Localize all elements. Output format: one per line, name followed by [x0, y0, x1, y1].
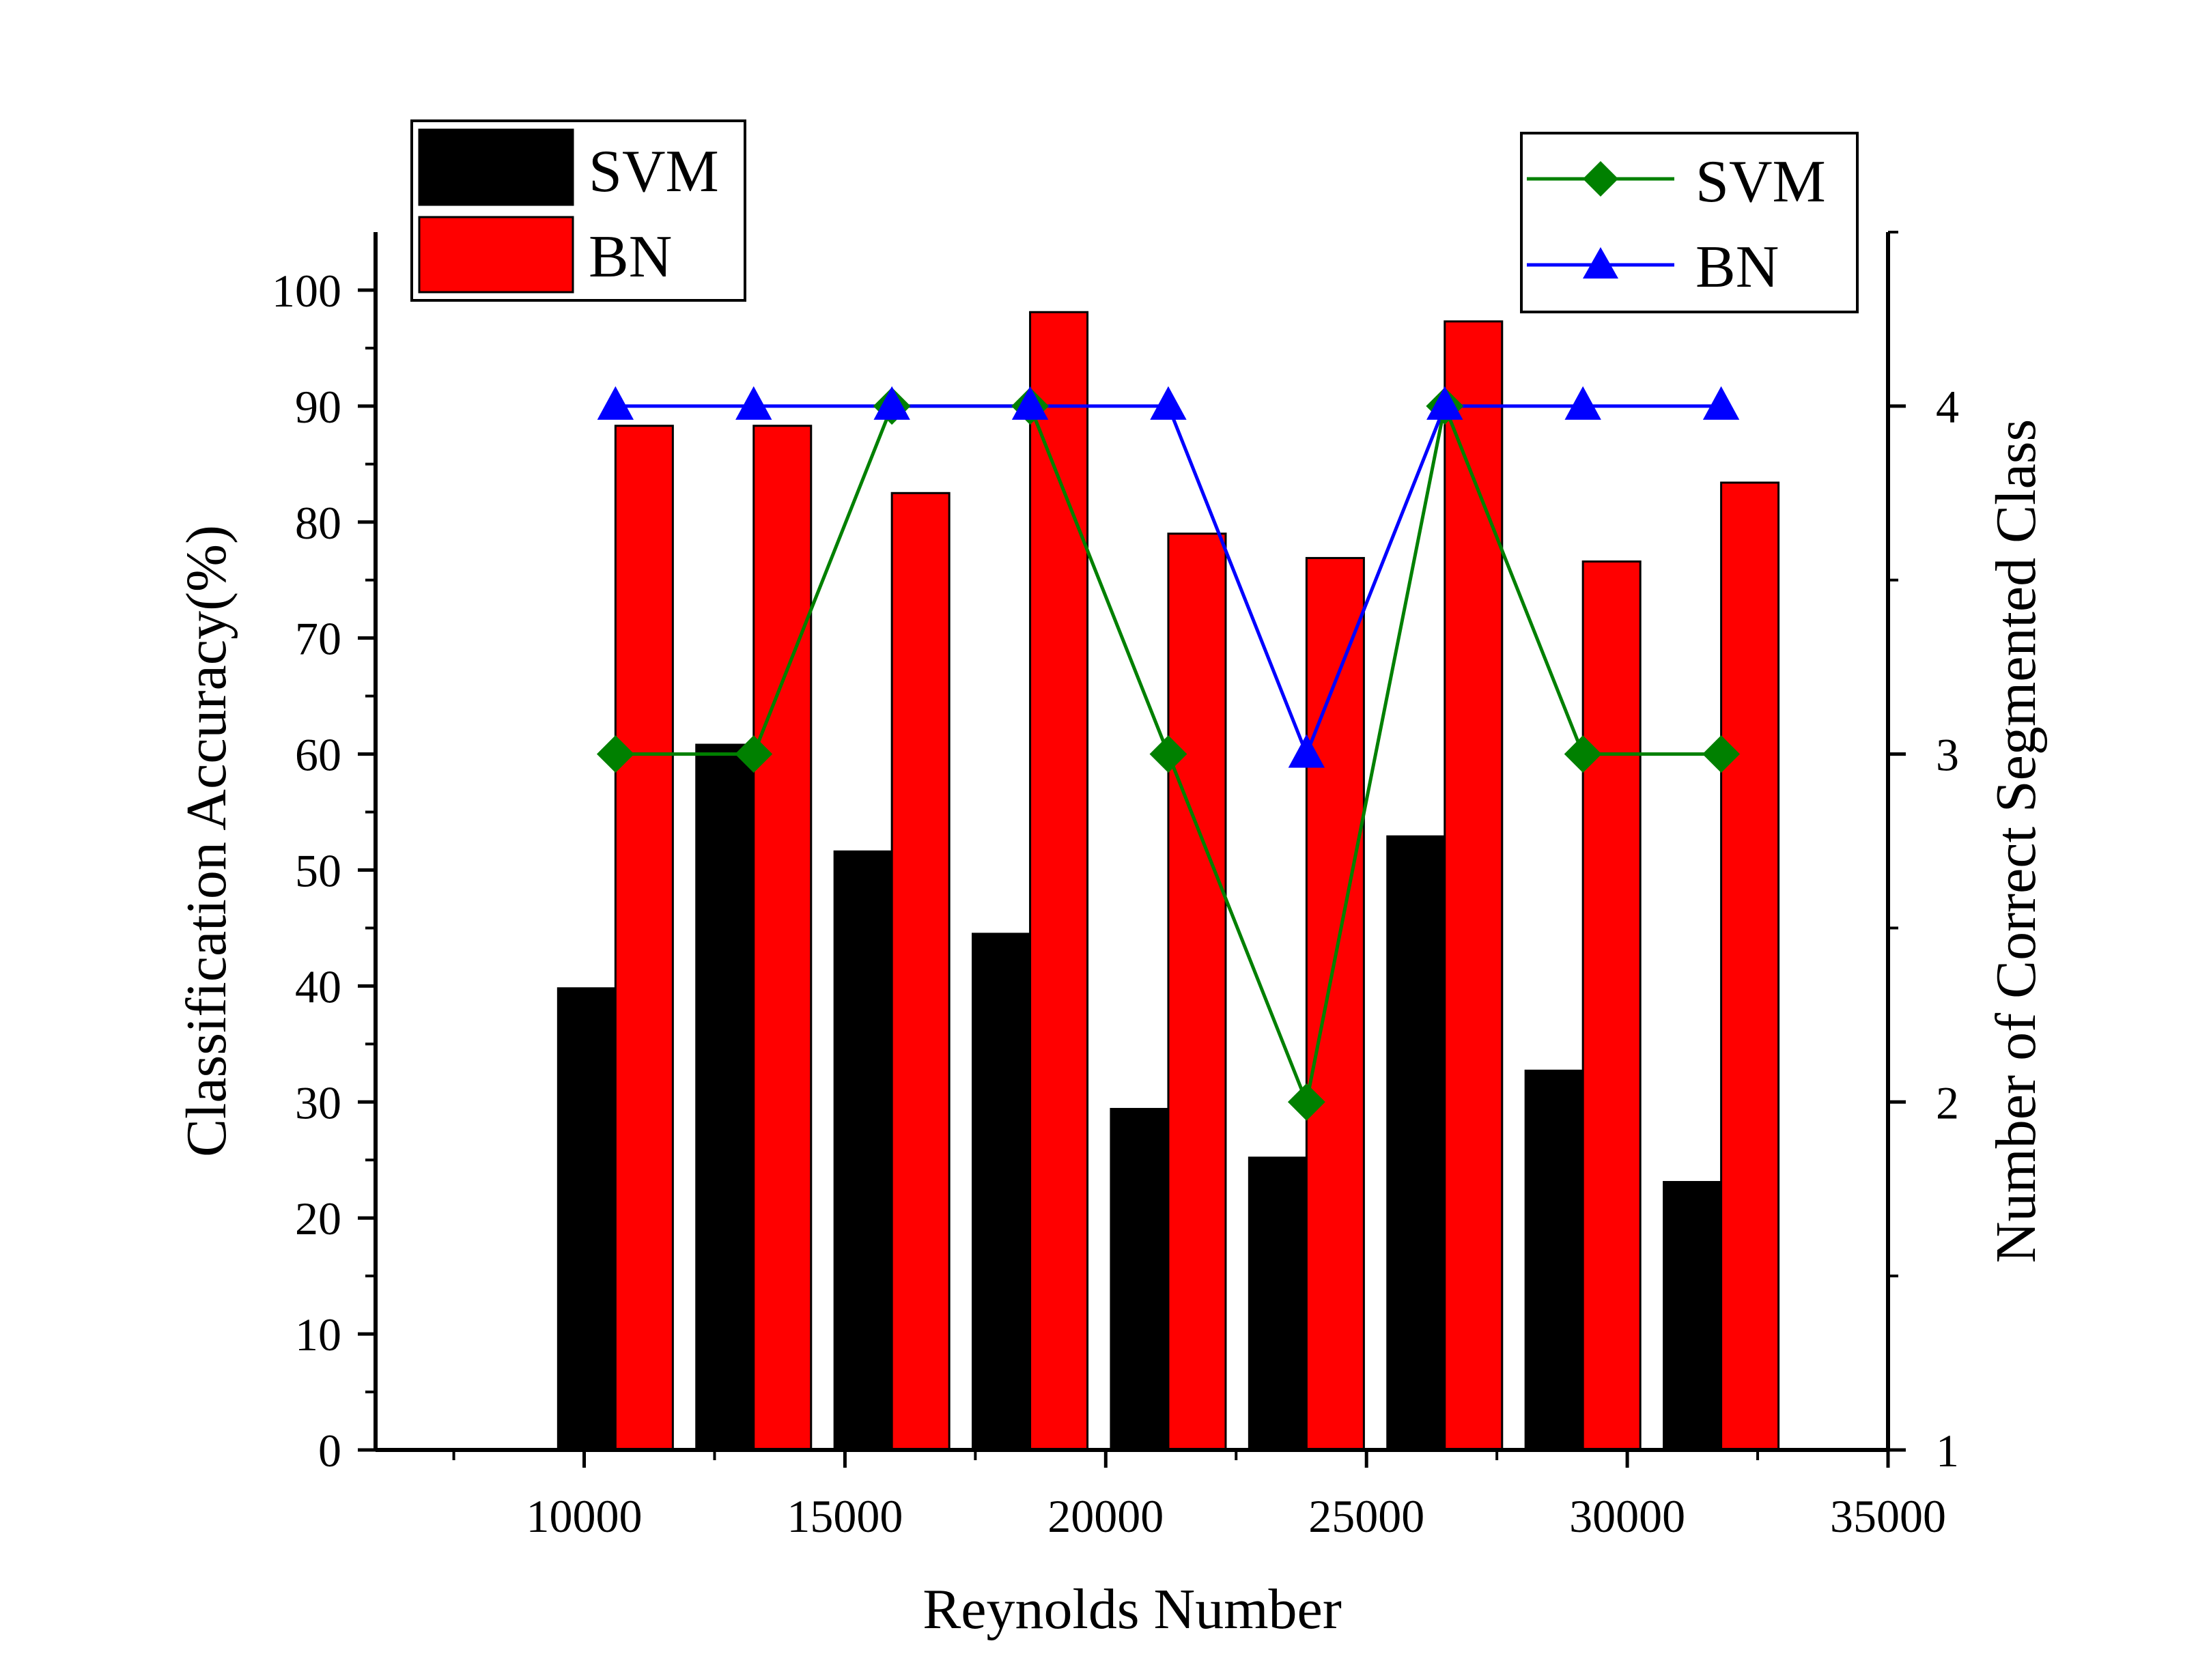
- y-tick-label-80: 80: [295, 497, 341, 549]
- bar-bn-5: [1305, 556, 1365, 1451]
- line-legend-label-bn: BN: [1695, 234, 1779, 300]
- bar-svm-8: [1663, 1181, 1723, 1451]
- marker-svm-0: [596, 735, 634, 773]
- bar-svm-0: [557, 987, 617, 1451]
- y-tick-label-30: 30: [295, 1077, 341, 1128]
- bars-layer: [557, 311, 1780, 1451]
- bar-bn-3: [1029, 311, 1089, 1451]
- marker-bn-8: [1702, 386, 1740, 420]
- axes-layer: [374, 232, 1890, 1452]
- bar-svm-2: [833, 850, 893, 1451]
- x-tick-label-35000: 35000: [1830, 1490, 1946, 1542]
- bar-bn-2: [890, 492, 951, 1451]
- y-tick-label-90: 90: [295, 381, 341, 433]
- marker-bn-4: [1150, 386, 1187, 420]
- bar-svm-3: [972, 932, 1032, 1451]
- marker-svm-5: [1287, 1083, 1325, 1121]
- y2-tick-label-2: 2: [1936, 1077, 1959, 1128]
- lines-layer: [596, 386, 1741, 1121]
- x-axis-title: Reynolds Number: [923, 1578, 1342, 1641]
- marker-bn-7: [1564, 386, 1601, 420]
- y-tick-label-20: 20: [295, 1193, 341, 1244]
- y-tick-label-100: 100: [272, 265, 341, 317]
- bar-svm-1: [695, 743, 755, 1451]
- bar-bn-8: [1720, 481, 1780, 1451]
- x-tick-label-25000: 25000: [1308, 1490, 1424, 1542]
- bar-bn-4: [1167, 532, 1227, 1451]
- bar-bn-0: [614, 425, 674, 1451]
- y-tick-label-0: 0: [318, 1425, 341, 1477]
- bar-bn-1: [752, 425, 813, 1451]
- y-tick-label-40: 40: [295, 960, 341, 1012]
- marker-bn-5: [1288, 734, 1325, 768]
- bar-svm-4: [1110, 1107, 1170, 1451]
- line-legend-label-svm: SVM: [1695, 149, 1826, 215]
- marker-bn-3: [1011, 386, 1049, 420]
- ticks-layer: 10000 15000 20000 25000 30000 35000 0 10 20 30 40 5…: [272, 231, 1959, 1542]
- marker-bn-1: [735, 386, 772, 420]
- x-tick-label-15000: 15000: [787, 1490, 903, 1542]
- line-legend-marker-bn: [1583, 247, 1618, 279]
- line-legend: SVM BN: [1520, 132, 1859, 313]
- y-axis-left-title: Classification Accuracy(%): [175, 525, 238, 1157]
- marker-svm-4: [1149, 735, 1187, 773]
- x-tick-label-30000: 30000: [1569, 1490, 1685, 1542]
- marker-bn-6: [1426, 386, 1463, 420]
- y-tick-label-60: 60: [295, 729, 341, 781]
- marker-svm-1: [735, 735, 773, 773]
- bar-legend-swatch-svm: [418, 128, 574, 206]
- bar-legend-swatch-bn: [418, 216, 574, 294]
- bar-legend-label-bn: BN: [589, 224, 672, 290]
- y-tick-label-50: 50: [295, 844, 341, 896]
- bar-svm-5: [1248, 1156, 1308, 1451]
- bar-svm-7: [1524, 1069, 1584, 1451]
- marker-svm-8: [1702, 735, 1741, 773]
- x-tick-label-10000: 10000: [526, 1490, 643, 1542]
- line-legend-frame: [1520, 132, 1859, 313]
- bar-svm-6: [1386, 835, 1446, 1451]
- line-legend-marker-svm: [1583, 161, 1618, 197]
- marker-svm-7: [1564, 735, 1602, 773]
- bar-legend: SVM BN: [410, 119, 746, 302]
- x-tick-label-20000: 20000: [1047, 1490, 1164, 1542]
- marker-bn-0: [597, 386, 634, 420]
- y-axis-right-title: Number of Correct Segmented Class: [1984, 419, 2048, 1263]
- y2-tick-label-1: 1: [1936, 1425, 1959, 1477]
- y-tick-label-10: 10: [295, 1309, 341, 1361]
- bar-legend-label-svm: SVM: [589, 139, 719, 205]
- y-tick-label-70: 70: [295, 613, 341, 665]
- marker-bn-2: [873, 386, 910, 420]
- bar-bn-6: [1444, 320, 1504, 1451]
- y2-tick-label-3: 3: [1936, 729, 1959, 781]
- bar-bn-7: [1581, 560, 1642, 1451]
- y2-tick-label-4: 4: [1936, 381, 1959, 433]
